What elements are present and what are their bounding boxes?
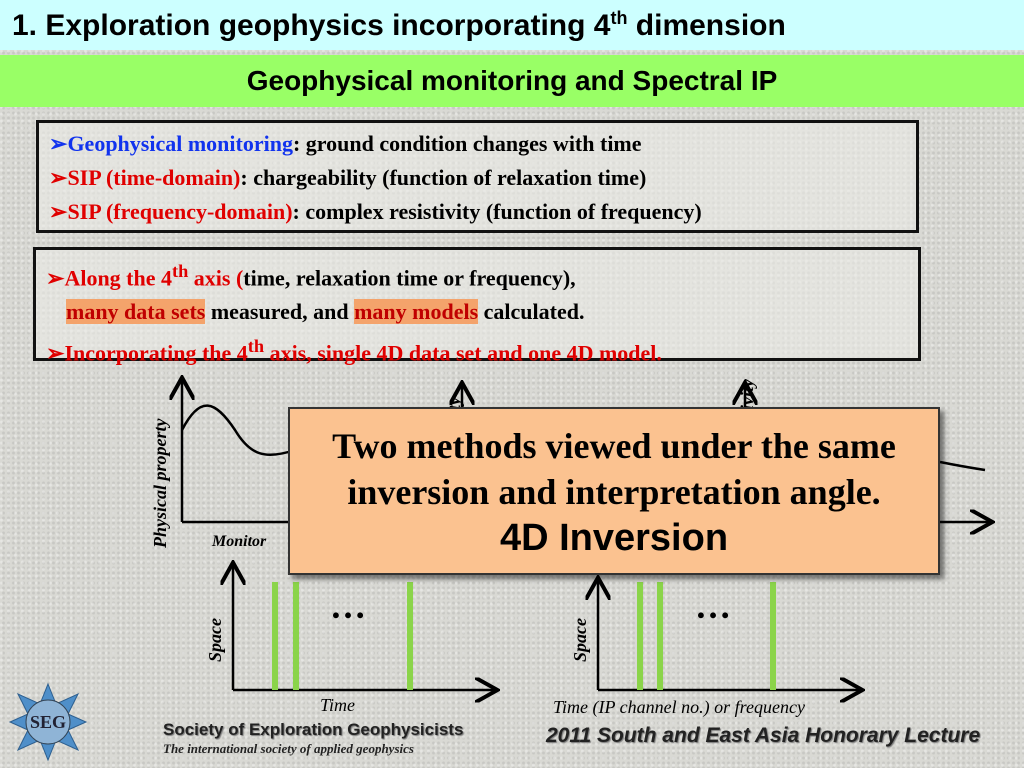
definitions-box: ➢Geophysical monitoring: ground conditio… [36,120,919,233]
bullet-key: SIP (frequency-domain) [67,199,293,224]
text: calculated. [478,299,585,325]
callout-heading: 4D Inversion [499,517,729,559]
text: many data sets [66,299,206,325]
text: measured, and [205,299,355,325]
x-label-time: Time [320,695,356,715]
inversion-callout: Two methods viewed under the same invers… [288,407,940,575]
property-curve [180,404,296,457]
bullet-text: : ground condition changes with time [292,131,642,156]
measurement-bar [657,582,663,690]
y-label-space: Space [570,618,590,662]
slide-subtitle: Geophysical monitoring and Spectral IP [0,55,1024,107]
bullet-text: : chargeability (function of relaxation … [240,165,647,190]
x-label-monitoring: Monitor [212,533,267,550]
fourth-axis-box: ➢Along the 4th axis (time, relaxation ti… [33,247,921,366]
y-label-resistivity-partial: ivity [737,379,757,410]
text: axis, single 4D data set and one 4D mode… [264,340,662,366]
measurement-bar [407,582,413,690]
logo-text: SEG [30,712,67,732]
text: many models [354,299,479,325]
measurement-bar [770,582,776,690]
bullet-item: ➢SIP (frequency-domain): complex resisti… [49,199,702,224]
bullet-cont: many data sets measured, and many models… [46,295,908,329]
text: th [172,261,189,281]
resistivity-curve [939,460,986,472]
measurement-bar [637,582,643,690]
callout-line: Two methods viewed under the same [332,426,896,466]
title-sup: th [610,8,628,28]
ellipsis: … [695,586,731,626]
society-tagline: The international society of applied geo… [163,741,414,756]
measurement-bar [272,582,278,690]
lecture-title: 2011 South and East Asia Honorary Lectur… [546,724,981,747]
bullet-key: Geophysical monitoring [67,131,293,156]
text: axis ( [188,265,244,291]
y-label-space: Space [205,618,225,662]
y-label-physical-property: Physical property [150,418,170,548]
ellipsis: … [330,586,366,626]
society-name: Society of Exploration Geophysicists [163,720,464,739]
bullet-item: ➢Along the 4th axis (time, relaxation ti… [46,261,576,291]
bullet-text: : complex resistivity (function of frequ… [292,199,702,224]
seg-logo: SEG [8,682,88,762]
measurement-bar [293,582,299,690]
callout-line: inversion and interpretation angle. [347,472,881,512]
bullet-key: SIP (time-domain) [67,165,241,190]
x-label-time-ip: Time (IP channel no.) or frequency [553,697,805,717]
text: Along the 4 [64,265,172,291]
bullet-item: ➢Geophysical monitoring: ground conditio… [49,131,642,156]
text: Incorporating the 4 [64,340,248,366]
title-after: dimension [627,9,786,42]
text: th [247,336,265,357]
text: time, relaxation time or frequency), [243,265,576,291]
bullet-item: ➢SIP (time-domain): chargeability (funct… [49,165,647,190]
bullet-item: ➢Incorporating the 4th axis, single 4D d… [46,336,662,366]
title-text: 1. Exploration geophysics incorporating … [12,9,611,42]
slide-title: 1. Exploration geophysics incorporating … [0,0,1024,50]
